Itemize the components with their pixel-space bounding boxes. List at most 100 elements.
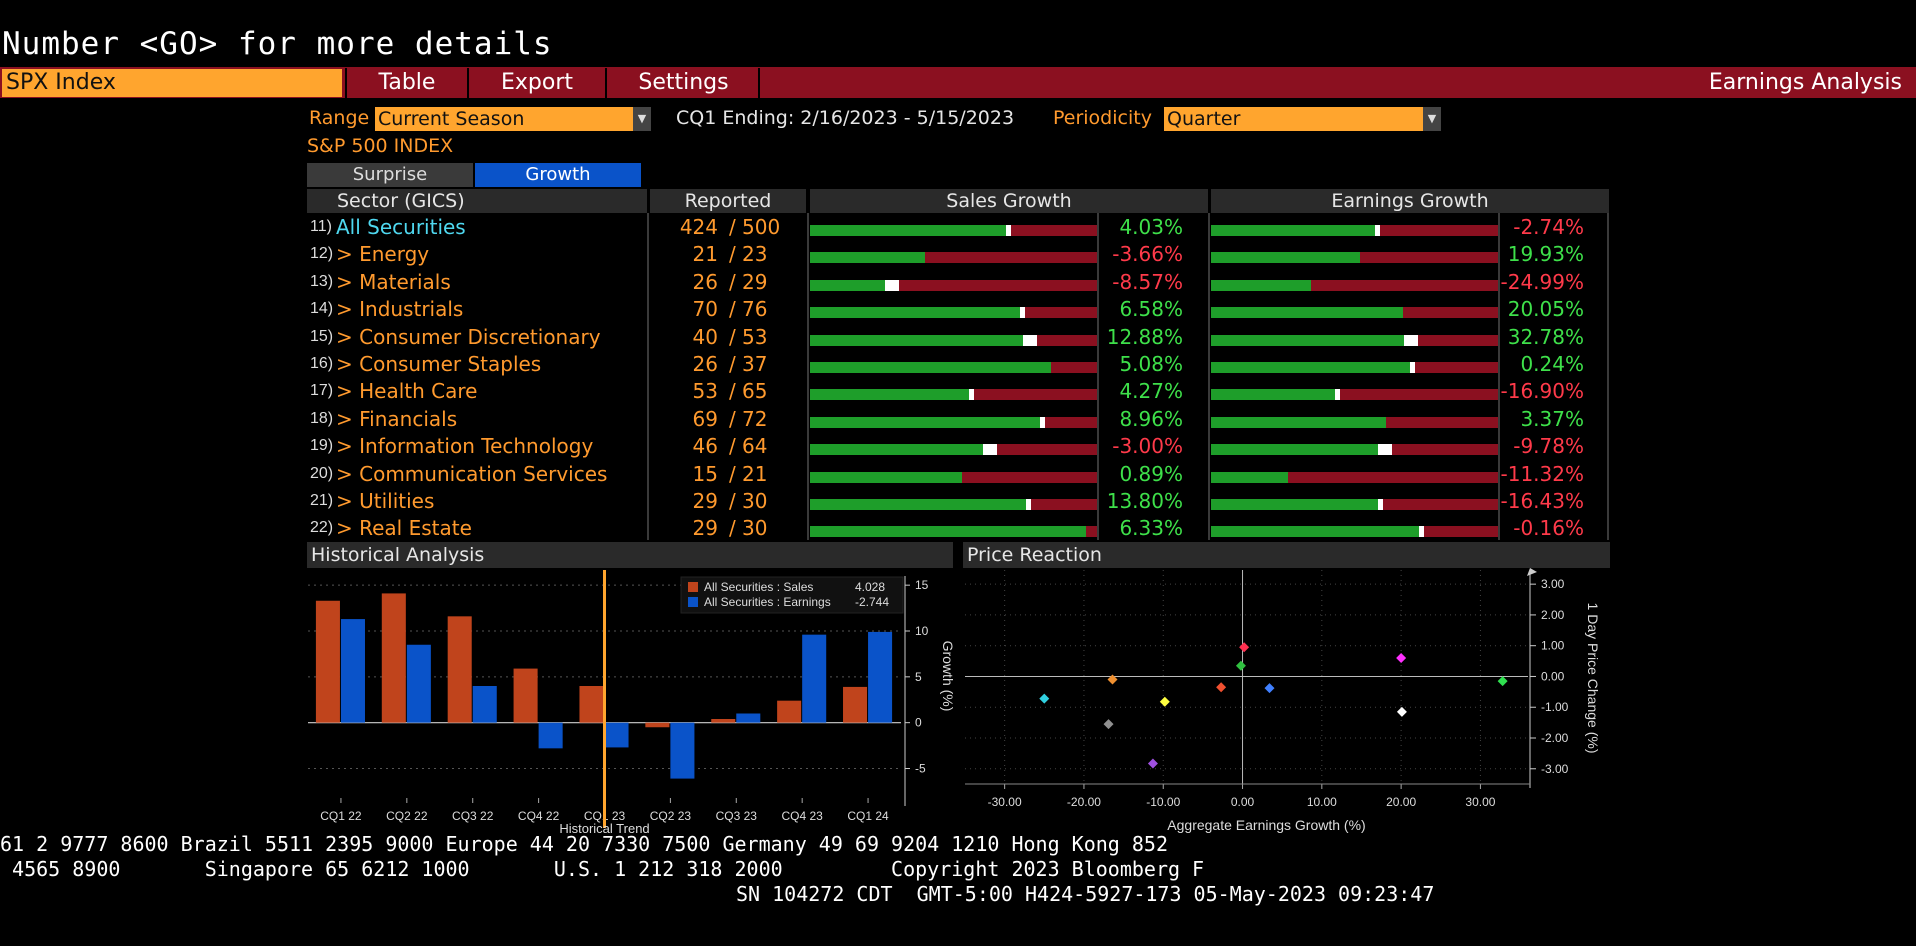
export-menu-button[interactable]: Export — [467, 68, 605, 98]
sales-growth-bar — [810, 307, 1097, 319]
scatter-point[interactable] — [1396, 706, 1407, 717]
earnings-bar[interactable] — [472, 686, 497, 723]
earnings-bar[interactable] — [340, 619, 365, 723]
earnings-growth-value: -24.99% — [1500, 269, 1584, 294]
sector-name[interactable]: > Communication Services — [336, 461, 608, 486]
sales-growth-bar — [810, 444, 1097, 456]
sector-name[interactable]: > Real Estate — [336, 516, 472, 541]
earnings-bar[interactable] — [670, 722, 695, 779]
scatter-point[interactable] — [1396, 653, 1407, 663]
scatter-point[interactable] — [1107, 674, 1118, 685]
header-earnings-growth[interactable]: Earnings Growth — [1211, 189, 1609, 213]
column-divider — [1097, 213, 1099, 540]
sales-bar[interactable] — [645, 722, 670, 728]
y-axis-label: 1 Day Price Change (%) — [1585, 603, 1601, 754]
row-number[interactable]: 12) — [310, 245, 334, 263]
scatter-point[interactable] — [1239, 642, 1250, 653]
sales-bar[interactable] — [513, 668, 538, 723]
chevron-down-icon[interactable]: ▼ — [1423, 107, 1441, 131]
total-count: 500 — [742, 215, 781, 239]
tab-growth[interactable]: Growth — [475, 163, 641, 187]
earnings-growth-bar — [1211, 389, 1498, 401]
row-number[interactable]: 18) — [310, 409, 334, 427]
chevron-down-icon[interactable]: ▼ — [633, 107, 651, 131]
earnings-growth-value: 32.78% — [1507, 324, 1584, 349]
row-number[interactable]: 21) — [310, 492, 334, 509]
sector-name[interactable]: All Securities — [336, 215, 466, 239]
x-tick-label: CQ4 23 — [781, 809, 823, 823]
earnings-bar[interactable] — [868, 631, 893, 723]
sales-growth-bar — [810, 334, 1097, 346]
sales-bar[interactable] — [777, 700, 802, 723]
reported-separator: / — [729, 516, 736, 541]
tab-surprise[interactable]: Surprise — [307, 163, 473, 187]
earnings-bar[interactable] — [802, 634, 827, 723]
sector-name[interactable]: > Materials — [336, 269, 451, 294]
table-menu-button[interactable]: Table — [345, 68, 467, 98]
earnings-bar[interactable] — [538, 722, 563, 749]
scatter-point[interactable] — [1264, 683, 1275, 694]
sector-name[interactable]: > Energy — [336, 242, 430, 267]
row-number[interactable]: 16) — [310, 355, 334, 372]
sales-bar[interactable] — [843, 686, 868, 723]
scatter-point[interactable] — [1159, 696, 1170, 707]
earnings-bar[interactable] — [406, 644, 431, 723]
sales-bar[interactable] — [315, 600, 340, 723]
row-number[interactable]: 19) — [310, 437, 334, 455]
price-reaction-chart[interactable]: -3.00 -2.00 -1.00 0.00 1.00 2.00 3.00 -30.00 -20… — [960, 568, 1610, 836]
sector-name[interactable]: > Financials — [336, 406, 458, 431]
sales-bar[interactable] — [711, 719, 736, 723]
x-tick-label: CQ3 23 — [716, 809, 758, 823]
total-count: 30 — [742, 516, 768, 541]
settings-menu-button[interactable]: Settings — [605, 68, 760, 98]
row-number[interactable]: 11) — [310, 218, 332, 235]
scatter-point[interactable] — [1235, 660, 1246, 671]
reported-separator: / — [729, 242, 736, 267]
scatter-point[interactable] — [1039, 693, 1050, 704]
row-number[interactable]: 15) — [310, 327, 334, 345]
range-dropdown[interactable]: Current Season ▼ — [375, 107, 651, 131]
earnings-growth-bar — [1211, 471, 1498, 483]
earnings-growth-value: -9.78% — [1513, 434, 1584, 459]
earnings-bar[interactable] — [736, 713, 761, 723]
sector-name[interactable]: > Information Technology — [336, 434, 594, 459]
scatter-point[interactable] — [1216, 682, 1227, 693]
row-number[interactable]: 22) — [310, 519, 334, 537]
sales-growth-value: 4.27% — [1119, 379, 1183, 404]
header-sales-growth[interactable]: Sales Growth — [810, 189, 1208, 213]
x-tick-label: 20.00 — [1386, 795, 1416, 809]
periodicity-dropdown[interactable]: Quarter ▼ — [1164, 107, 1441, 131]
reported-separator: / — [729, 352, 736, 376]
earnings-growth-bar — [1211, 225, 1498, 236]
row-number[interactable]: 17) — [310, 382, 334, 400]
sales-bar[interactable] — [381, 593, 406, 723]
earnings-bar[interactable] — [604, 722, 629, 748]
scatter-point[interactable] — [1497, 676, 1508, 687]
sales-bar[interactable] — [447, 616, 472, 723]
row-number[interactable]: 20) — [310, 464, 334, 482]
row-number[interactable]: 14) — [310, 300, 334, 318]
sales-growth-bar — [810, 362, 1097, 373]
column-divider — [1607, 213, 1609, 540]
sector-name[interactable]: > Industrials — [336, 297, 464, 322]
scatter-point[interactable] — [1103, 719, 1114, 730]
header-reported[interactable]: Reported — [650, 189, 806, 213]
sector-name[interactable]: > Health Care — [336, 379, 478, 404]
sector-name[interactable]: > Utilities — [336, 489, 435, 513]
sales-growth-value: 6.58% — [1119, 297, 1183, 322]
earnings-growth-bar — [1211, 526, 1498, 538]
x-tick-label: CQ2 22 — [386, 809, 428, 823]
reported-separator: / — [729, 461, 736, 486]
header-sector[interactable]: Sector (GICS) — [307, 189, 647, 213]
scatter-point[interactable] — [1147, 758, 1158, 769]
earnings-growth-bar-fill — [1211, 334, 1407, 346]
total-count: 30 — [742, 489, 768, 513]
sector-name[interactable]: > Consumer Discretionary — [336, 324, 601, 349]
sector-name[interactable]: > Consumer Staples — [336, 352, 542, 376]
sales-bar[interactable] — [579, 686, 604, 723]
reported-count: 69 — [692, 406, 718, 431]
security-field[interactable]: SPX Index — [2, 69, 342, 97]
total-count: 21 — [742, 461, 768, 486]
row-number[interactable]: 13) — [310, 272, 334, 290]
